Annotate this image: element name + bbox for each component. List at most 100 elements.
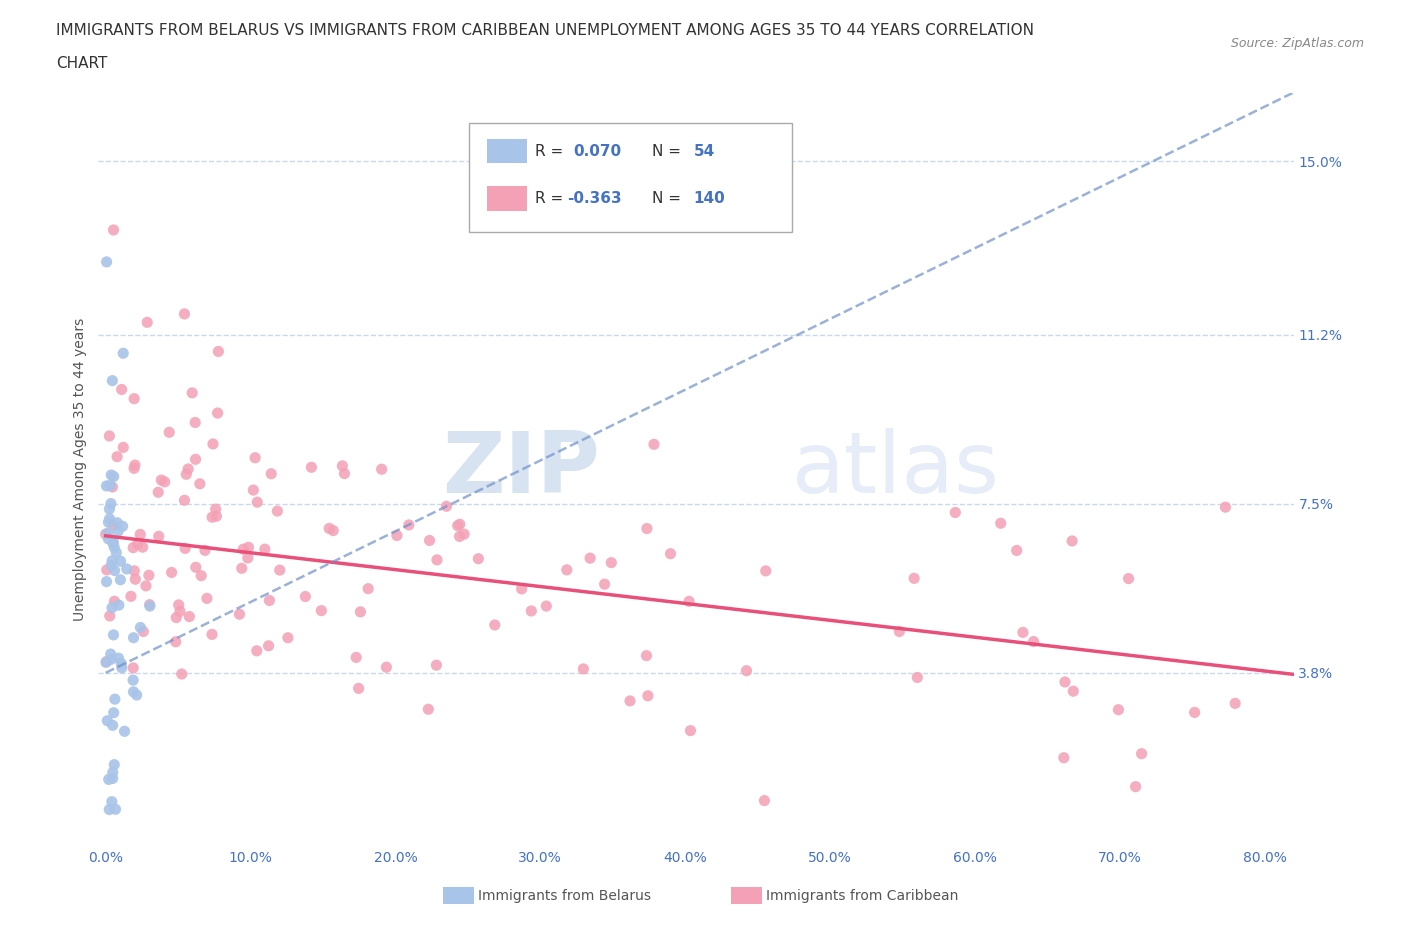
Point <box>103 540 125 555</box>
Point <box>103 594 125 609</box>
Point <box>148 485 170 499</box>
Point <box>447 518 470 533</box>
Point <box>97 531 120 546</box>
Point <box>619 694 641 709</box>
Point <box>579 551 602 565</box>
Point <box>101 600 124 615</box>
Point <box>150 472 173 487</box>
Point <box>120 589 142 604</box>
Point <box>735 663 758 678</box>
Point <box>253 542 276 557</box>
Point <box>107 651 129 666</box>
Point <box>101 718 124 733</box>
Point <box>205 509 228 524</box>
Point <box>344 650 367 665</box>
Point <box>122 461 145 476</box>
Point <box>136 315 159 330</box>
Point <box>1215 499 1237 514</box>
Point <box>124 564 146 578</box>
Point <box>97 525 120 540</box>
Point <box>246 495 269 510</box>
Point <box>138 568 160 583</box>
Point <box>132 624 155 639</box>
Point <box>419 533 441 548</box>
Point <box>385 528 408 543</box>
Point <box>555 563 578 578</box>
Point <box>103 757 125 772</box>
Text: Source: ZipAtlas.com: Source: ZipAtlas.com <box>1230 37 1364 50</box>
Point <box>236 551 259 565</box>
Point <box>100 646 122 661</box>
Point <box>179 609 201 624</box>
Point <box>418 702 440 717</box>
Point <box>1005 543 1028 558</box>
Point <box>201 627 224 642</box>
Point <box>207 405 229 420</box>
Point <box>299 459 322 474</box>
Point <box>1053 751 1076 765</box>
FancyBboxPatch shape <box>470 123 792 232</box>
Point <box>110 572 132 587</box>
Point <box>101 480 124 495</box>
Point <box>184 452 207 467</box>
Point <box>190 568 212 583</box>
Point <box>148 529 170 544</box>
Point <box>105 515 128 530</box>
Point <box>207 344 229 359</box>
Point <box>122 540 145 555</box>
Point <box>195 591 218 605</box>
Point <box>101 794 124 809</box>
Point <box>110 656 132 671</box>
Point <box>184 560 207 575</box>
Point <box>139 599 162 614</box>
Point <box>333 466 356 481</box>
Point <box>184 415 207 430</box>
Point <box>1184 705 1206 720</box>
Point <box>122 684 145 699</box>
Point <box>903 571 925 586</box>
Point <box>269 563 291 578</box>
Point <box>889 624 911 639</box>
Point <box>96 563 118 578</box>
Point <box>115 562 138 577</box>
Point <box>96 479 118 494</box>
Text: N =: N = <box>652 191 681 206</box>
Point <box>232 542 254 557</box>
Point <box>97 515 120 530</box>
Text: Immigrants from Caribbean: Immigrants from Caribbean <box>766 888 959 903</box>
Point <box>449 529 471 544</box>
Point <box>98 501 121 516</box>
Point <box>593 577 616 591</box>
Text: 140: 140 <box>693 191 725 206</box>
Point <box>755 564 778 578</box>
Point <box>124 458 146 472</box>
Point <box>636 521 658 536</box>
Point <box>318 521 340 536</box>
Point <box>111 660 134 675</box>
Point <box>484 618 506 632</box>
Point <box>1125 779 1147 794</box>
Point <box>169 604 191 618</box>
Point <box>1118 571 1140 586</box>
FancyBboxPatch shape <box>486 139 527 163</box>
Point <box>467 551 489 566</box>
Point <box>101 765 124 780</box>
Text: R =: R = <box>534 191 562 206</box>
Point <box>127 537 149 551</box>
Point <box>111 519 134 534</box>
Point <box>101 536 124 551</box>
Point <box>101 771 124 786</box>
Point <box>659 546 682 561</box>
Point <box>1062 684 1084 698</box>
Point <box>107 524 129 538</box>
Point <box>520 604 543 618</box>
Point <box>167 597 190 612</box>
Point <box>122 392 145 406</box>
Point <box>165 634 187 649</box>
Y-axis label: Unemployment Among Ages 35 to 44 years: Unemployment Among Ages 35 to 44 years <box>73 318 87 621</box>
Point <box>426 552 449 567</box>
Point <box>347 681 370 696</box>
Text: ZIP: ZIP <box>443 428 600 512</box>
Point <box>238 539 260 554</box>
Point <box>114 724 136 738</box>
